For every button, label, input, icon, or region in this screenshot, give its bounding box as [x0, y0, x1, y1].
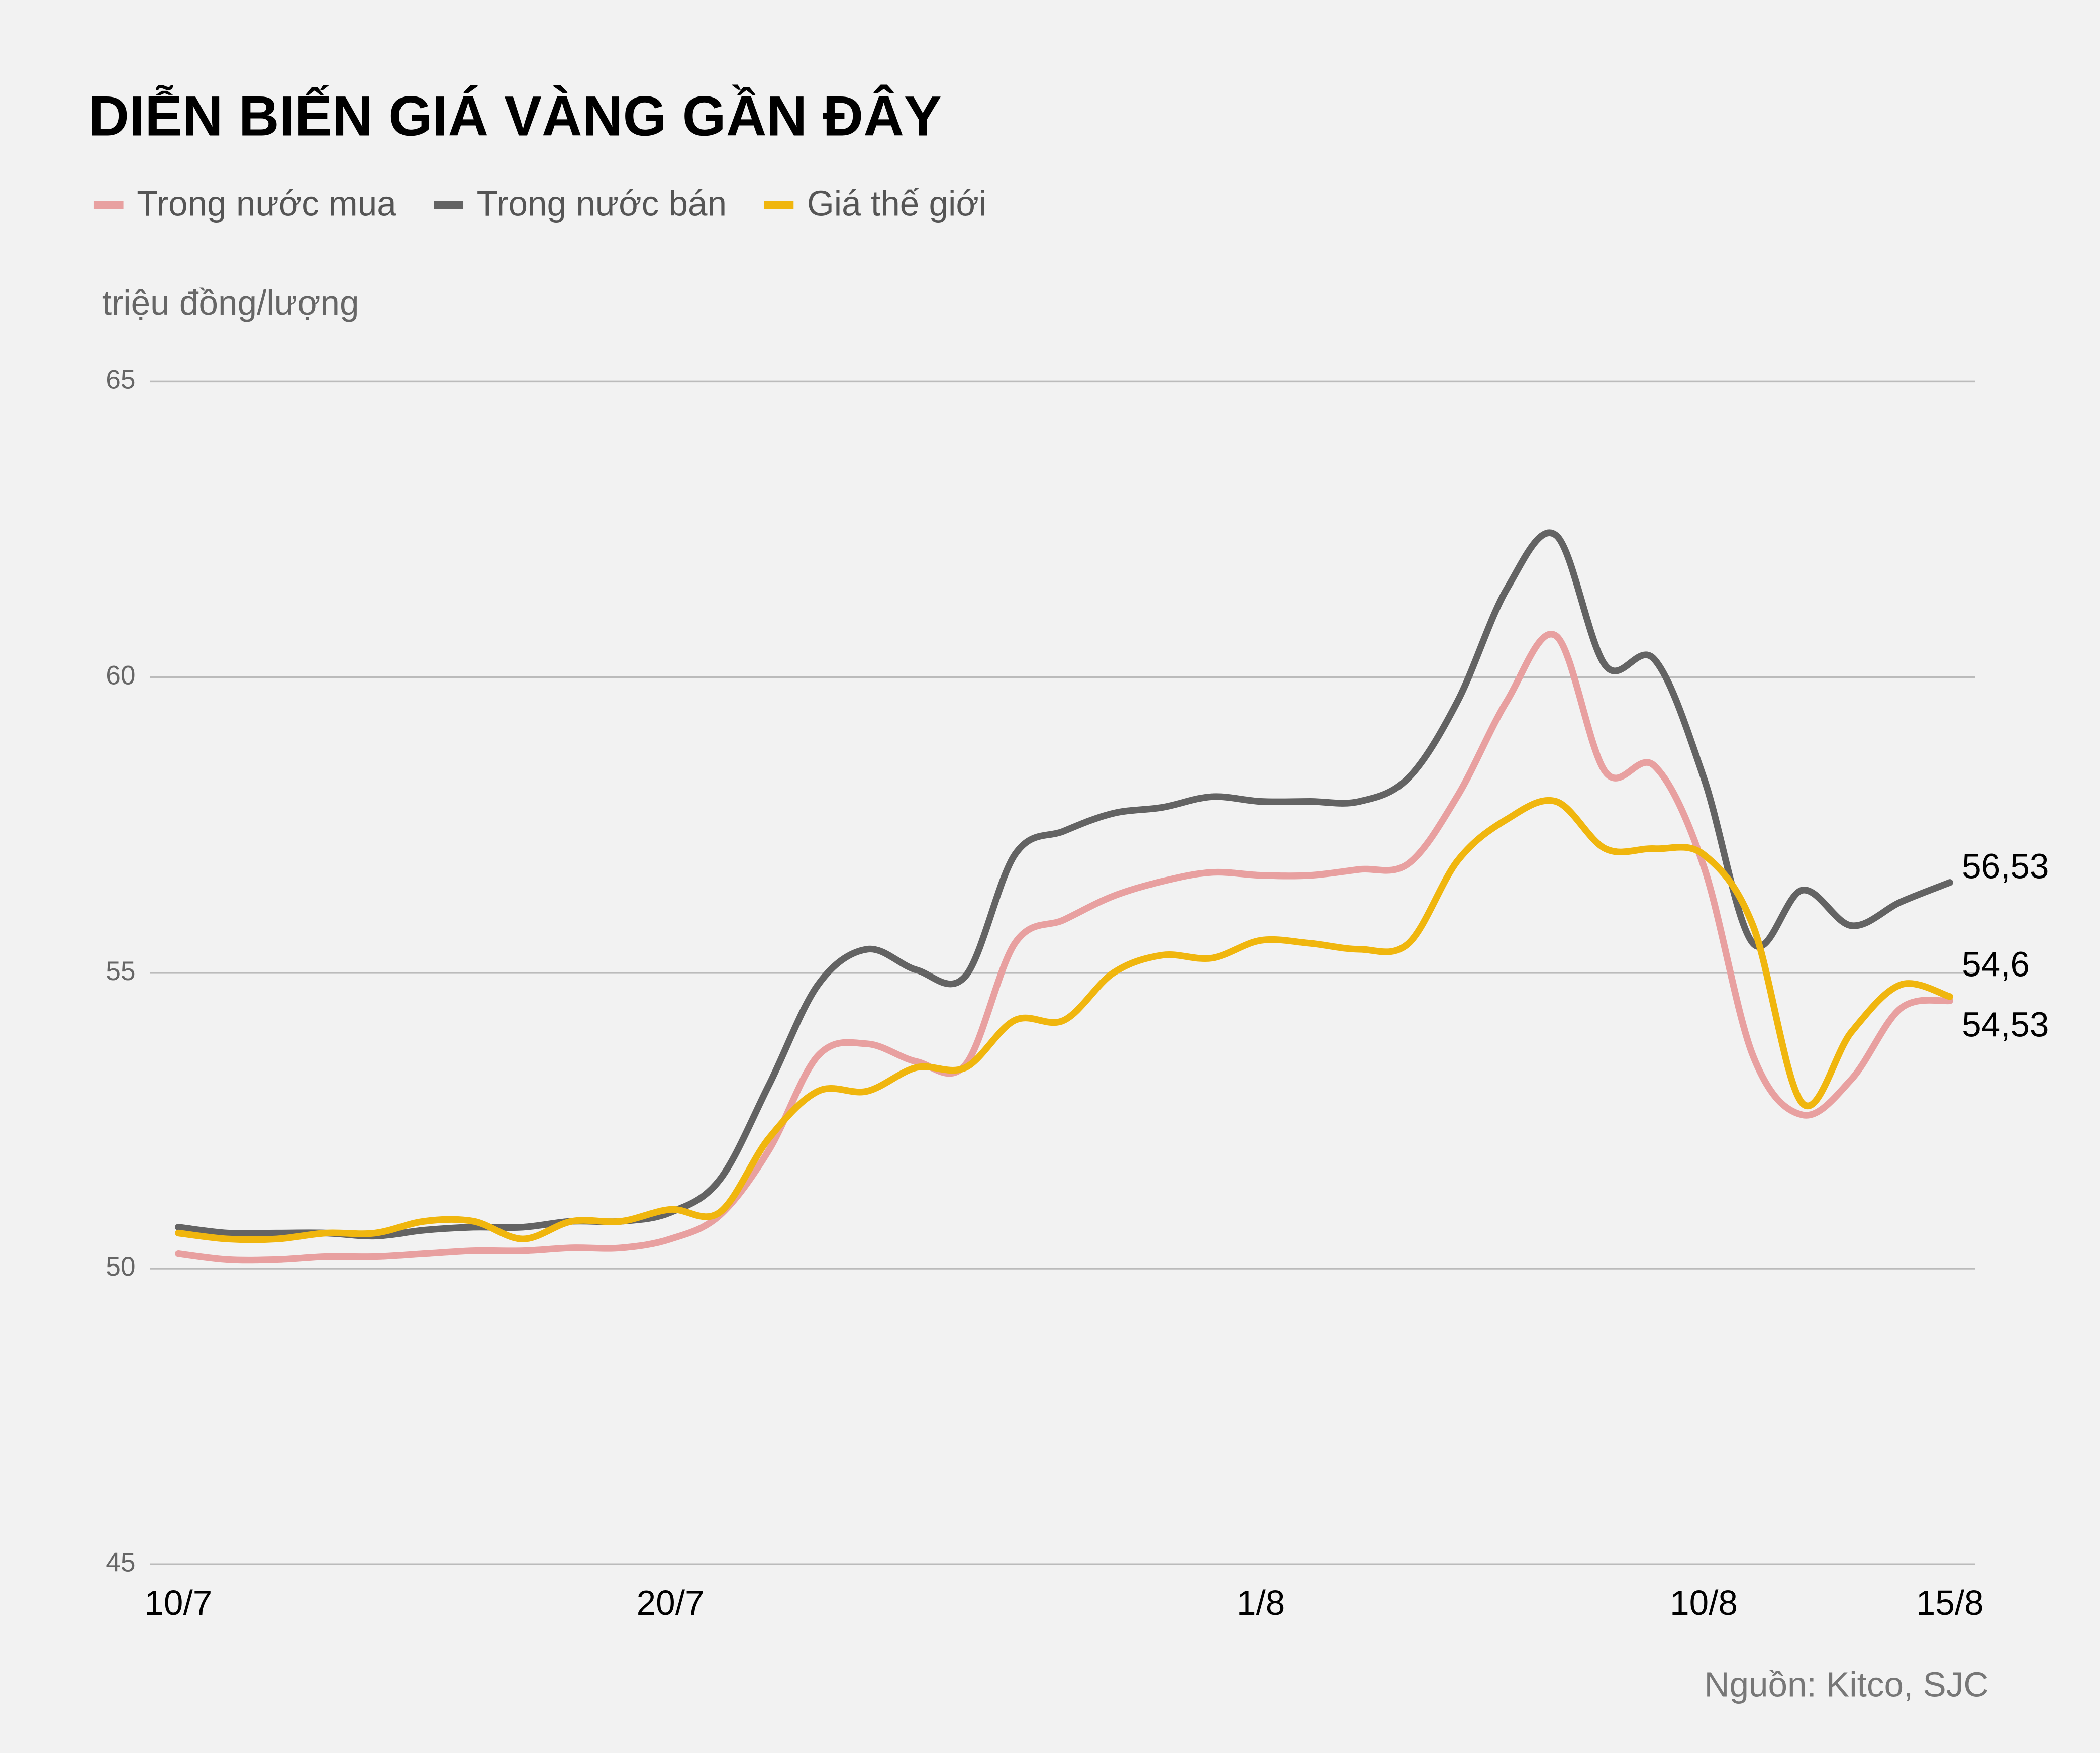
series-line	[175, 631, 1953, 1264]
value-label: 56,53	[1962, 847, 2049, 886]
legend-label: Trong nước mua	[137, 184, 396, 223]
y-tick-label: 60	[106, 661, 135, 691]
legend-label: Giá thế giới	[807, 184, 986, 223]
series-line	[175, 797, 1953, 1243]
x-tick-label: 10/7	[144, 1583, 212, 1622]
legend-label: Trong nước bán	[477, 184, 727, 223]
y-tick-label: 65	[106, 365, 135, 395]
y-tick-label: 45	[106, 1547, 135, 1577]
y-tick-label: 50	[106, 1252, 135, 1282]
value-label: 54,53	[1962, 1005, 2049, 1044]
x-tick-label: 10/8	[1670, 1583, 1738, 1622]
x-tick-label: 1/8	[1237, 1583, 1285, 1622]
x-tick-label: 20/7	[637, 1583, 705, 1622]
y-axis-label: triệu đồng/lượng	[102, 283, 359, 322]
value-label: 54,6	[1962, 945, 2030, 984]
y-tick-label: 55	[106, 956, 135, 986]
chart-title: DIỄN BIẾN GIÁ VÀNG GẦN ĐÂY	[88, 84, 941, 147]
series-line	[175, 529, 1953, 1240]
x-tick-label: 15/8	[1916, 1583, 1984, 1622]
source: Nguồn: Kitco, SJC	[1704, 1665, 1988, 1704]
